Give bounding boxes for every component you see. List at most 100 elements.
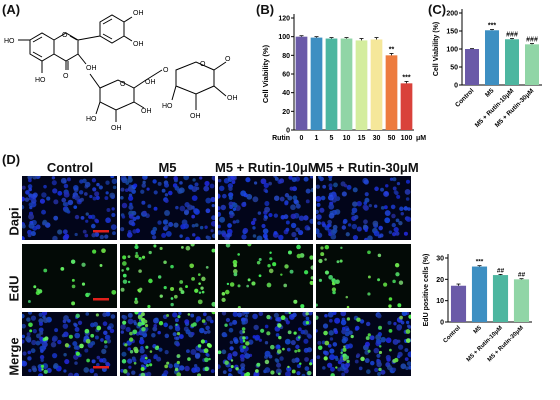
nucleus [341,328,347,335]
x-tick-label: M5 + Rutin-10μM [466,325,504,363]
nucleus [38,321,43,326]
nucleus [218,193,221,199]
bar [295,36,308,130]
nucleus [364,197,370,203]
edu-cell [394,262,400,268]
nucleus [316,202,321,207]
edu-cell [277,323,282,328]
micrograph-edu [22,244,117,308]
bar [513,279,530,322]
y-tick-label: 60 [282,72,290,79]
nucleus [225,317,231,323]
nucleus [273,312,279,318]
nucleus [36,333,41,339]
nucleus [153,354,158,359]
nucleus [83,367,90,373]
nucleus [340,312,347,317]
nucleus [209,183,215,189]
nucleus [165,230,172,237]
nucleus [334,330,339,335]
nucleus [184,319,190,325]
nucleus [99,358,104,363]
micrograph-dapi [218,176,313,240]
nucleus [32,367,38,373]
nucleus [84,181,91,188]
scale-bar [93,230,109,233]
nucleus [345,362,351,368]
nucleus [290,213,297,220]
nucleus [329,354,336,361]
edu-cell [149,350,153,353]
edu-cell [237,305,241,308]
bar [310,37,323,130]
edu-cell [148,278,153,284]
nucleus [46,367,52,373]
edu-cell [185,245,191,251]
edu-cell [200,339,205,344]
nucleus [328,212,335,219]
edu-cell [260,328,265,333]
nucleus [363,179,369,185]
nucleus [179,181,183,185]
nucleus [274,176,279,181]
nucleus [264,341,269,345]
edu-cell [75,351,81,356]
nucleus [276,344,281,349]
edu-cell [247,244,252,247]
x-tick-label: 0 [300,135,304,142]
nucleus [199,327,205,334]
edu-cell [33,285,37,289]
micrograph-dapi [22,176,117,240]
edu-cell [123,369,128,374]
micrograph-dapi [120,176,215,240]
nucleus [253,181,258,185]
nucleus [105,217,111,224]
nucleus [105,361,110,366]
nucleus [367,235,373,240]
nucleus [218,178,222,183]
nucleus [63,353,67,357]
nucleus [319,207,325,213]
nucleus [240,366,245,371]
structure-label: OH [86,65,97,72]
edu-cell [324,244,330,250]
nucleus [218,206,221,211]
edu-cell [134,348,139,354]
edu-cell [175,323,178,326]
edu-cell [170,286,175,292]
nucleus [391,222,396,228]
edu-cell [299,362,302,365]
nucleus [268,212,273,218]
edu-cell [303,270,309,275]
nucleus [60,177,67,184]
edu-cell [256,362,261,367]
nucleus [179,234,183,238]
nucleus [380,206,385,210]
nucleus [328,203,335,210]
edu-cell [307,370,312,376]
edu-cell [221,292,226,296]
micrograph-edu [316,244,411,308]
nucleus [262,233,268,239]
nucleus [227,223,232,228]
nucleus [199,349,203,353]
nucleus [91,223,96,229]
edu-cell [356,317,361,322]
structure-label: OH [141,108,152,115]
nucleus [306,226,311,231]
nucleus [64,207,70,213]
bar [450,285,467,322]
edu-cell [122,279,128,284]
edu-cell [367,275,371,279]
nucleus [294,237,298,240]
edu-cell [170,302,174,307]
nucleus [231,180,236,185]
edu-cell [367,250,371,255]
nucleus [40,358,44,362]
nucleus [164,193,169,197]
nucleus [196,316,202,322]
y-axis-label: EdU positive cells (%) [423,254,430,327]
significance-label: *** [402,74,410,81]
nucleus [274,358,279,362]
edu-cell [211,248,215,253]
